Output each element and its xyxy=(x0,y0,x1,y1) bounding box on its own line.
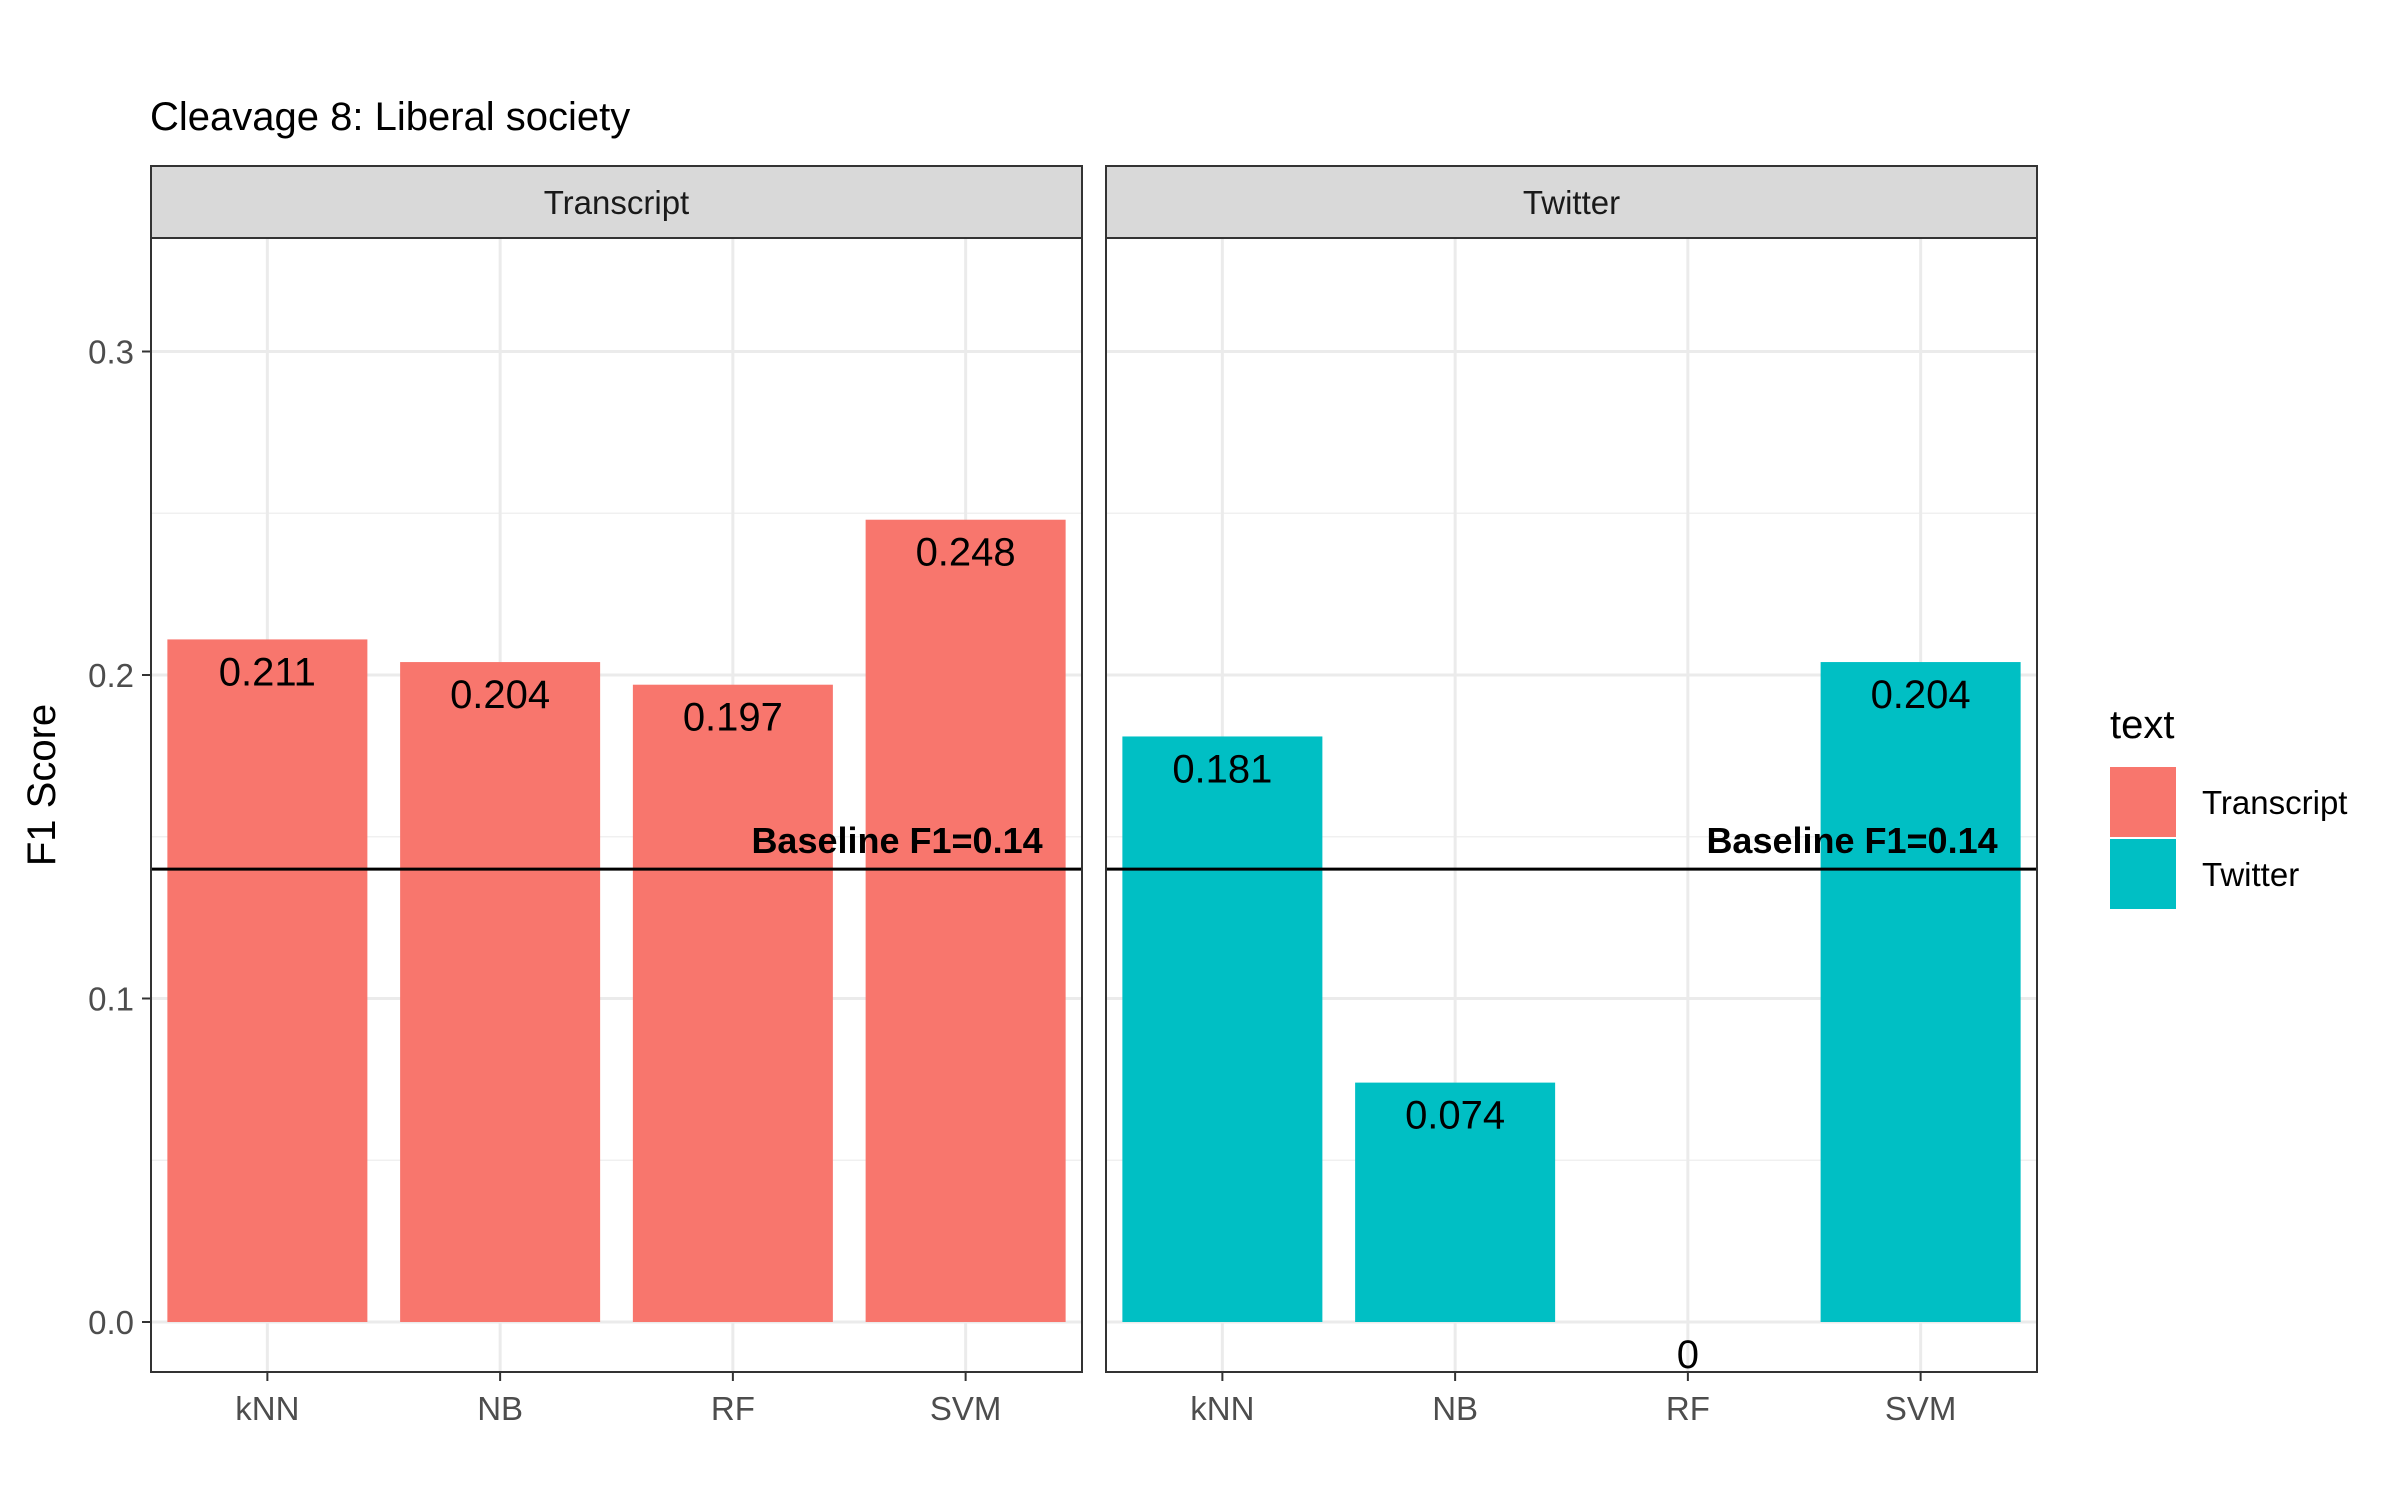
data-label: 0.197 xyxy=(683,696,783,740)
x-tick-label: NB xyxy=(1432,1390,1478,1427)
facet-panel-twitter: Twitter Baseline F1=0.14 0.181 0.074 0 0.204 k… xyxy=(1105,165,2038,1427)
data-label: 0.204 xyxy=(450,673,550,717)
bar-transcript-rf xyxy=(632,684,833,1322)
x-tick-label: RF xyxy=(1666,1390,1710,1427)
bar-twitter-knn xyxy=(1122,736,1323,1322)
legend-label: Twitter xyxy=(2202,856,2299,893)
x-tick-label: SVM xyxy=(930,1390,1002,1427)
legend: text Transcript Twitter xyxy=(2110,703,2347,909)
data-label: 0.211 xyxy=(219,650,316,694)
bar-transcript-svm xyxy=(865,519,1066,1322)
data-label: 0 xyxy=(1677,1333,1699,1377)
x-tick-label: kNN xyxy=(1190,1390,1254,1427)
data-label: 0.248 xyxy=(916,531,1016,575)
y-tick-label: 0.1 xyxy=(88,981,134,1018)
x-tick-label: NB xyxy=(477,1390,523,1427)
facet-strip xyxy=(1105,165,2038,239)
legend-label: Transcript xyxy=(2202,784,2347,821)
data-label: 0.204 xyxy=(1871,673,1971,717)
bar-twitter-svm xyxy=(1820,662,2021,1322)
legend-key-transcript xyxy=(2110,767,2176,837)
chart-title: Cleavage 8: Liberal society xyxy=(150,95,630,139)
legend-key-twitter xyxy=(2110,839,2176,909)
baseline-label: Baseline F1=0.14 xyxy=(751,820,1042,861)
y-tick-label: 0.0 xyxy=(88,1304,134,1341)
panel-border xyxy=(1105,237,2038,1373)
facet-panels: Transcript Baseline F1=0.14 0.211 0.204 0.19… xyxy=(88,165,2038,1427)
facet-panel-transcript: Transcript Baseline F1=0.14 0.211 0.204 0.19… xyxy=(88,165,1083,1427)
x-tick-label: kNN xyxy=(235,1390,299,1427)
facet-strip xyxy=(150,165,1083,239)
legend-title: text xyxy=(2110,703,2174,747)
data-label: 0.181 xyxy=(1172,747,1272,791)
y-axis-title: F1 Score xyxy=(20,704,64,866)
facet-strip-label: Twitter xyxy=(1523,184,1620,221)
bar-transcript-nb xyxy=(400,662,601,1322)
panel-border xyxy=(150,237,1083,1373)
y-tick-label: 0.3 xyxy=(88,334,134,371)
facet-strip-label: Transcript xyxy=(544,184,689,221)
baseline-label: Baseline F1=0.14 xyxy=(1706,820,1997,861)
bar-twitter-nb xyxy=(1355,1082,1556,1322)
x-tick-label: SVM xyxy=(1885,1390,1957,1427)
x-tick-label: RF xyxy=(711,1390,755,1427)
bar-transcript-knn xyxy=(167,639,368,1322)
data-label: 0.074 xyxy=(1405,1094,1505,1138)
y-tick-label: 0.2 xyxy=(88,657,134,694)
